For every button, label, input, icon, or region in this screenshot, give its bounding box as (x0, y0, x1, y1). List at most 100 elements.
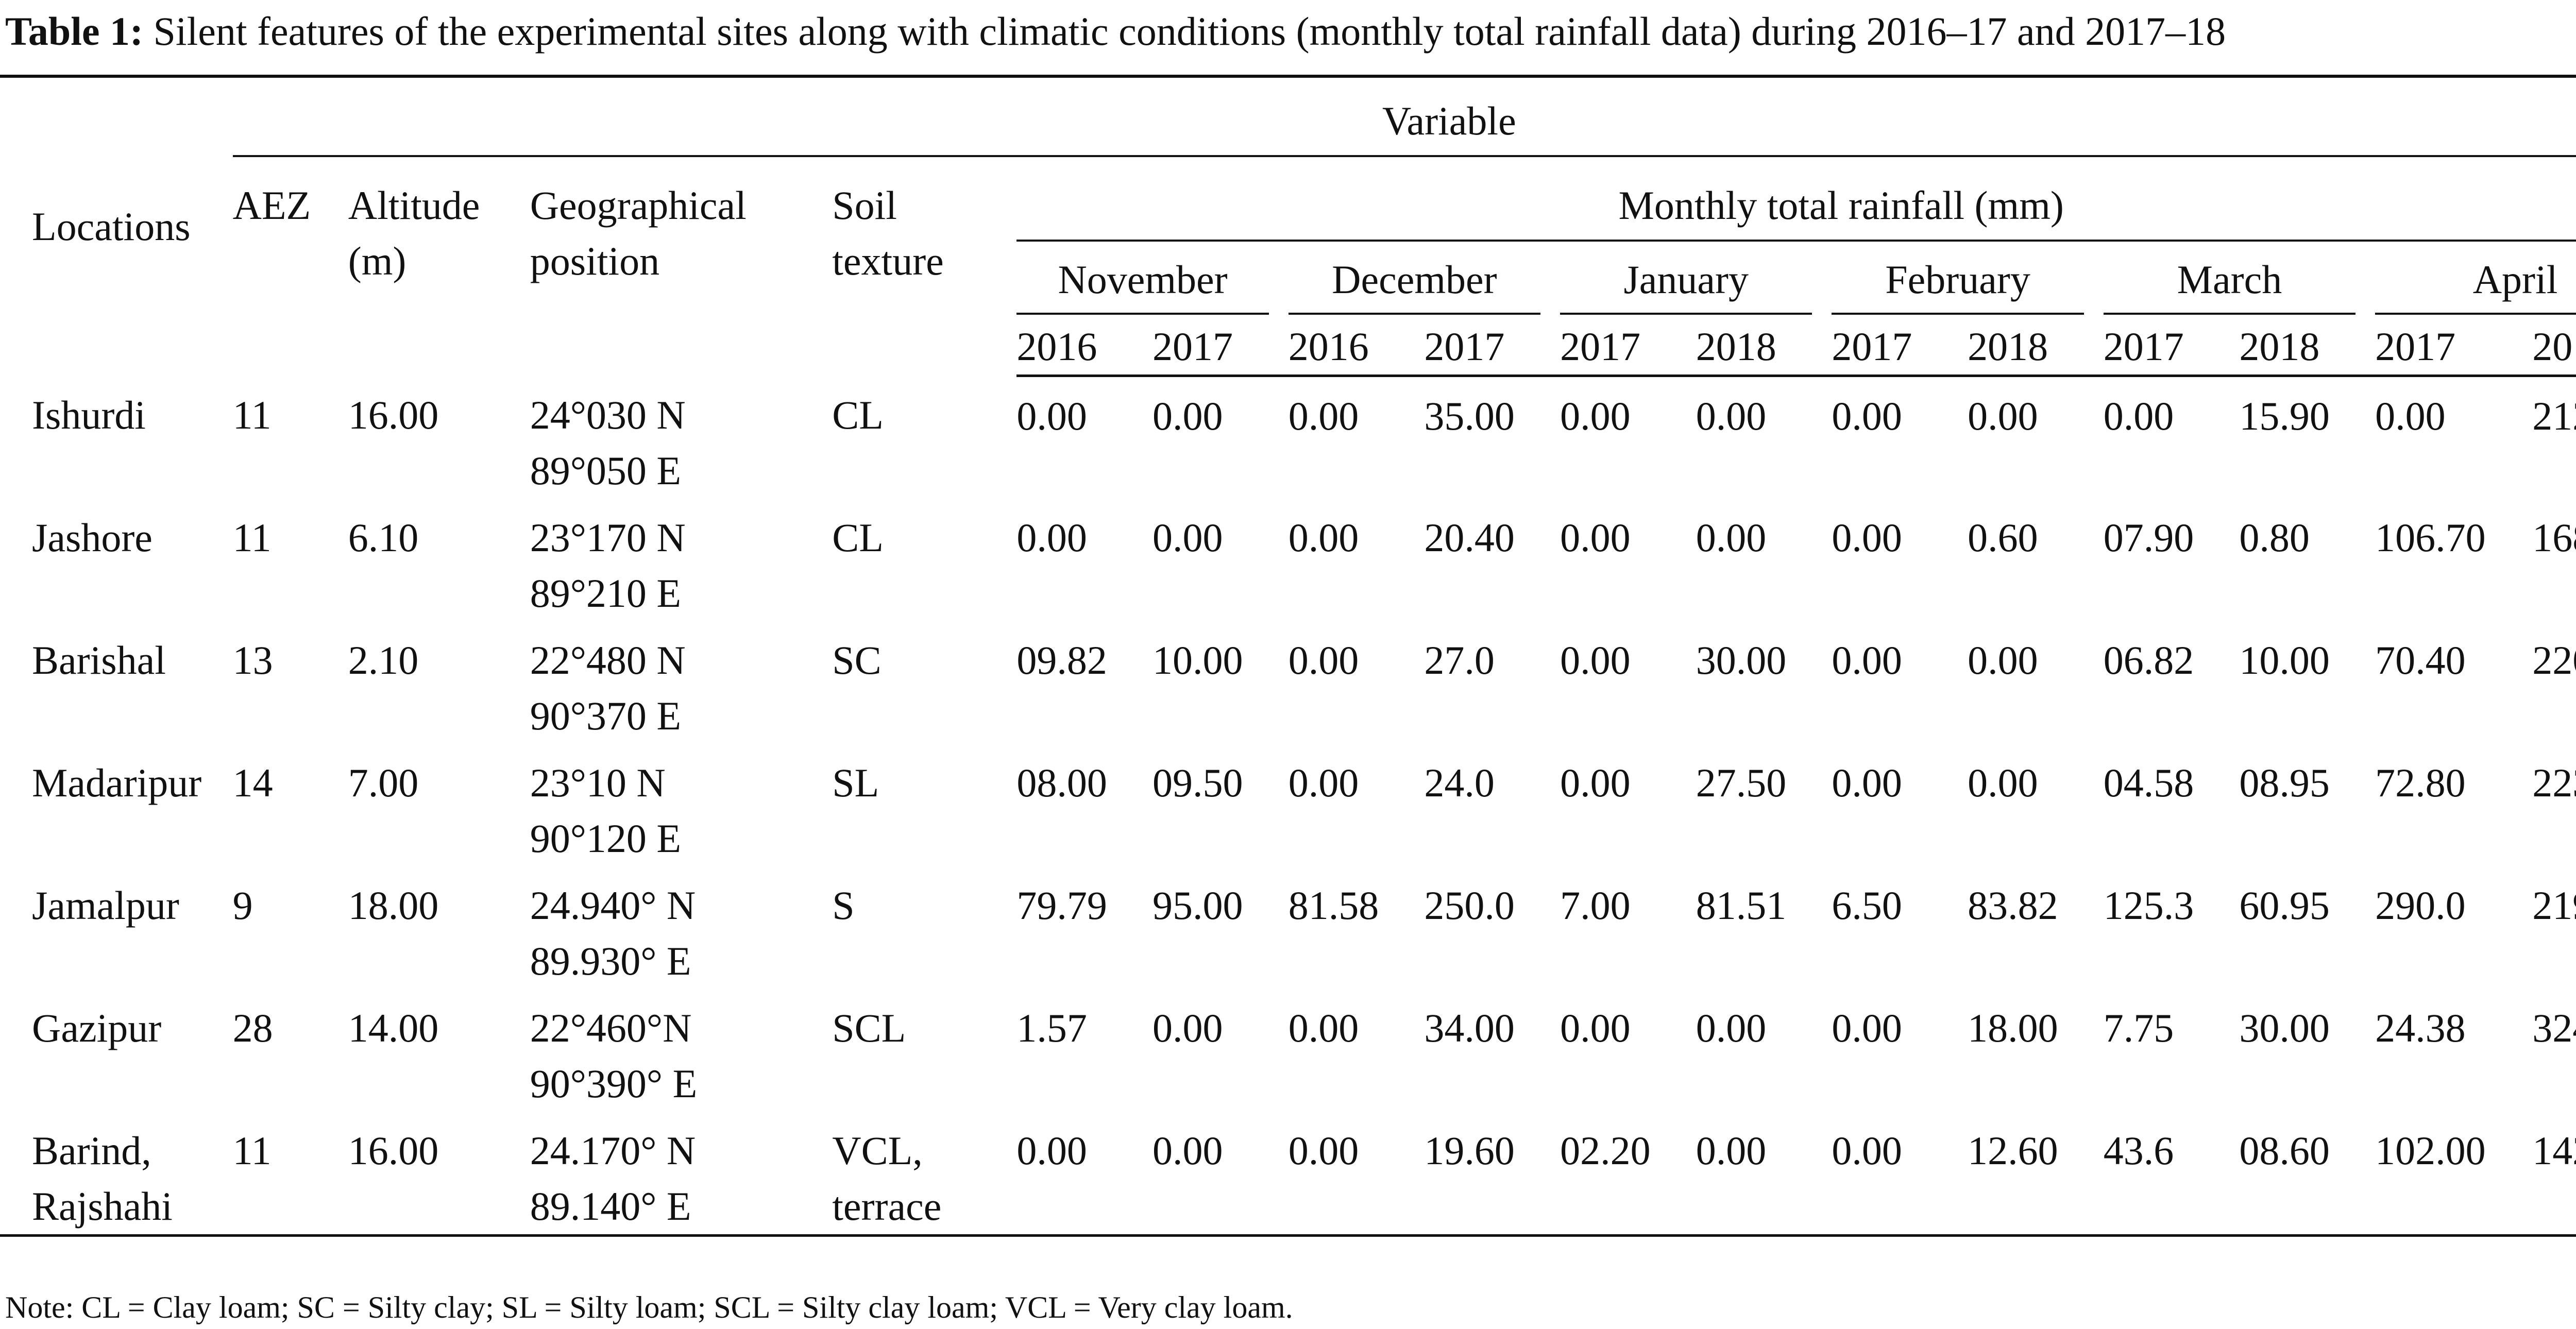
cell-location: Madaripur (0, 744, 233, 866)
cell-rainfall: 324.0 (2532, 1005, 2576, 1050)
cell-rainfall: 04.58 (2103, 760, 2194, 805)
cell-rainfall: 0.00 (1560, 637, 1631, 683)
cell-rainfall: 0.00 (1288, 394, 1359, 438)
cell-soil: CL (832, 499, 1016, 621)
cell-rainfall: 08.95 (2239, 760, 2330, 805)
cell-location-line: Jashore (32, 515, 152, 560)
header-month-january: January (1560, 240, 1832, 315)
cell-geo-line: 90°120 E (530, 815, 682, 861)
cell-geo: 23°10 N 90°120 E (530, 744, 833, 866)
cell-location-line: Gazipur (32, 1005, 162, 1050)
cell-rainfall: 72.80 (2375, 760, 2466, 805)
cell-geo: 23°170 N 89°210 E (530, 499, 833, 621)
cell-aez: 11 (232, 1111, 348, 1237)
cell-geo-line: 24.940° N (530, 882, 696, 928)
cell-rainfall: 0.00 (1153, 394, 1223, 438)
cell-rainfall: 102.00 (2375, 1111, 2533, 1237)
cell-rainfall: 19.60 (1424, 1111, 1561, 1237)
table-row: Gazipur 28 14.00 22°460°N 90°390° E SCL 1.57 0.… (0, 989, 2576, 1112)
cell-soil-line: VCL, (832, 1128, 923, 1173)
cell-soil-line: CL (832, 515, 884, 560)
cell-rainfall: 0.00 (1288, 760, 1359, 805)
cell-rainfall: 09.50 (1153, 760, 1243, 805)
cell-rainfall: 7.00 (1560, 882, 1631, 928)
cell-rainfall: 09.82 (1016, 637, 1107, 683)
cell-rainfall: 0.00 (1560, 394, 1631, 438)
cell-location: Jamalpur (0, 866, 233, 989)
header-month-november: November (1016, 240, 1289, 315)
cell-rainfall: 24.0 (1424, 760, 1495, 805)
cell-rainfall: 290.0 (2375, 882, 2466, 928)
year-label: 2016 (1288, 315, 1425, 377)
cell-rainfall: 79.79 (1016, 882, 1107, 928)
year-label: 2017 (1153, 315, 1289, 377)
cell-rainfall: 212.25 (2532, 394, 2576, 438)
header-altitude-line1: Altitude (348, 183, 480, 228)
cell-rainfall: 0.00 (1153, 515, 1223, 560)
header-soil-line1: Soil (832, 183, 897, 228)
table-row: Jamalpur 9 18.00 24.940° N 89.930° E S 79.79 95… (0, 866, 2576, 989)
cell-geo: 22°460°N 90°390° E (530, 989, 833, 1112)
cell-rainfall: 43.6 (2103, 1111, 2240, 1237)
cell-rainfall: 35.00 (1424, 394, 1515, 438)
cell-aez: 9 (232, 882, 253, 928)
cell-altitude: 16.00 (348, 1111, 530, 1237)
header-row-variable: Locations Variable (0, 75, 2576, 376)
year-label: 2017 (2103, 315, 2240, 377)
cell-altitude: 16.00 (348, 392, 439, 437)
cell-rainfall: 0.00 (1016, 394, 1087, 438)
header-month-december: December (1288, 240, 1561, 315)
cell-geo: 24.940° N 89.930° E (530, 866, 833, 989)
cell-rainfall: 0.80 (2239, 515, 2310, 560)
cell-rainfall: 0.00 (1832, 637, 1902, 683)
header-row-years: 2016 2017 2016 2017 2017 2018 2017 2018 … (0, 315, 2576, 377)
cell-soil: S (832, 866, 1016, 989)
month-label: January (1560, 252, 1812, 315)
year-label: 2018 (1696, 315, 1832, 377)
month-label: November (1016, 252, 1269, 315)
header-variable: Variable (232, 75, 2576, 156)
header-variable-label: Variable (1382, 98, 1516, 143)
table-row: Jashore 11 6.10 23°170 N 89°210 E CL 0.00 0.00 0… (0, 499, 2576, 621)
cell-soil-line: CL (832, 392, 884, 437)
cell-rainfall: 0.00 (1288, 1111, 1425, 1237)
cell-rainfall: 106.70 (2375, 515, 2486, 560)
cell-rainfall: 6.50 (1832, 882, 1902, 928)
cell-rainfall: 223.0 (2532, 760, 2576, 805)
cell-geo-line: 22°480 N (530, 637, 686, 683)
cell-rainfall: 0.60 (1968, 515, 2038, 560)
cell-rainfall: 02.20 (1560, 1111, 1696, 1237)
cell-rainfall: 0.00 (1968, 760, 2038, 805)
year-label: 2018 (2239, 315, 2376, 377)
cell-rainfall: 12.60 (1968, 1111, 2104, 1237)
cell-rainfall: 0.00 (1696, 515, 1767, 560)
cell-geo-line: 89.930° E (530, 938, 691, 983)
header-geo-line2: position (530, 238, 660, 283)
cell-rainfall: 10.00 (1153, 637, 1243, 683)
cell-rainfall: 18.00 (1968, 1005, 2058, 1050)
header-month-march: March (2103, 240, 2376, 315)
cell-geo-line: 89.140° E (530, 1183, 691, 1229)
header-aez: AEZ (232, 155, 348, 376)
cell-rainfall: 0.00 (1560, 760, 1631, 805)
year-label: 2018 (1968, 315, 2104, 377)
table-row: Barind, Rajshahi 11 16.00 24.170° N 89.140° E… (0, 1111, 2576, 1237)
cell-geo-line: 89°050 E (530, 448, 682, 493)
cell-rainfall: 60.95 (2239, 882, 2330, 928)
table-row: Barishal 13 2.10 22°480 N 90°370 E SC 09.82 10.… (0, 621, 2576, 744)
header-altitude-line2: (m) (348, 238, 406, 283)
cell-rainfall: 81.51 (1696, 882, 1787, 928)
cell-rainfall: 27.0 (1424, 637, 1495, 683)
year-label: 2018 (2532, 315, 2576, 377)
cell-rainfall: 125.3 (2103, 882, 2194, 928)
cell-rainfall: 0.00 (1288, 637, 1359, 683)
cell-location: Barishal (0, 621, 233, 744)
table-row: Ishurdi 11 16.00 24°030 N 89°050 E CL 0.00 0.00… (0, 376, 2576, 499)
header-soil-line2: texture (832, 238, 944, 283)
cell-rainfall: 81.58 (1288, 882, 1379, 928)
cell-aez: 28 (232, 1005, 273, 1050)
year-label: 2017 (1560, 315, 1696, 377)
cell-location-line: Barind, (32, 1128, 151, 1173)
month-label: March (2103, 252, 2356, 315)
